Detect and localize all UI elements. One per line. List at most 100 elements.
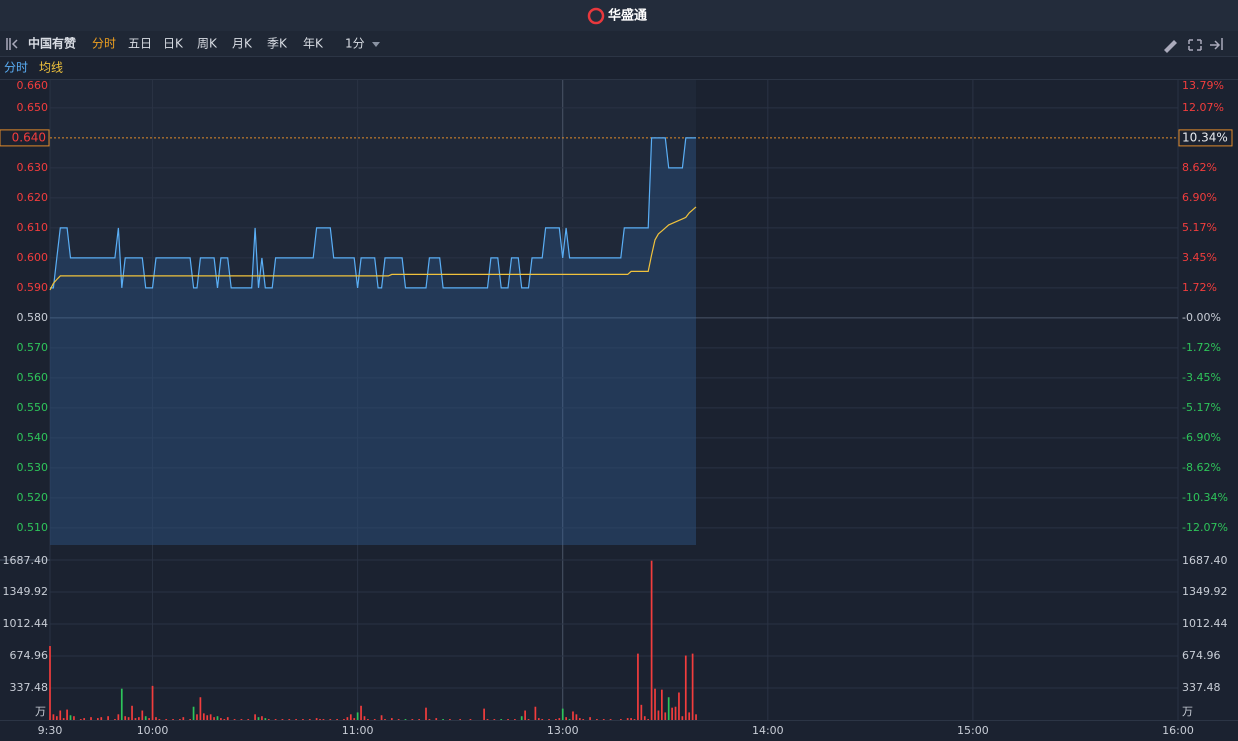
volume-bar xyxy=(637,653,639,720)
y-tick-label: 0.510 xyxy=(17,521,49,534)
volume-bar xyxy=(52,714,55,720)
y2-tick-label: -6.90% xyxy=(1182,431,1221,444)
volume-bar xyxy=(62,718,65,720)
y-tick-label: 0.570 xyxy=(17,341,49,354)
volume-unit: 万 xyxy=(1182,705,1193,718)
volume-bar xyxy=(134,718,137,720)
tab[interactable]: 季K xyxy=(267,37,288,51)
exit-icon[interactable] xyxy=(1210,38,1223,50)
series-line xyxy=(50,137,696,289)
last-change-box xyxy=(1178,129,1233,147)
logo-text: 华盛通 xyxy=(608,8,647,24)
y-tick-label: 337.48 xyxy=(10,681,49,694)
volume-bar xyxy=(148,718,150,720)
x-tick-label: 11:00 xyxy=(342,724,374,737)
volume-bar xyxy=(151,685,154,720)
y2-tick-label: 1012.44 xyxy=(1182,617,1228,630)
volume-bar xyxy=(144,716,147,720)
tab[interactable]: 分时 xyxy=(92,37,116,51)
y-tick-label: 0.630 xyxy=(17,161,49,174)
dropdown-arrow[interactable] xyxy=(372,42,380,47)
volume-bar xyxy=(565,717,567,720)
volume-bar xyxy=(90,717,92,720)
logo: 华盛通 xyxy=(587,7,647,25)
volume-bar xyxy=(254,714,256,720)
volume-bar xyxy=(192,706,195,720)
y-tick-label: 0.520 xyxy=(17,491,49,504)
y2-tick-label: -10.34% xyxy=(1182,491,1228,504)
volume-bar xyxy=(343,719,345,720)
volume-bar xyxy=(220,718,222,720)
y2-tick-label: -5.17% xyxy=(1182,401,1221,414)
volume-bar xyxy=(213,717,215,720)
volume-bar xyxy=(124,716,127,720)
volume-bar xyxy=(49,646,51,720)
volume-bar xyxy=(459,719,462,720)
volume-bar xyxy=(83,718,86,720)
y2-tick-label: -8.62% xyxy=(1182,461,1221,474)
y-tick-label: 0.620 xyxy=(17,191,49,204)
volume-bar xyxy=(295,719,297,720)
collapse-icon[interactable] xyxy=(6,38,18,50)
tab[interactable]: 月K xyxy=(232,37,253,51)
y-tick-label: 0.650 xyxy=(17,101,49,114)
volume-bar xyxy=(336,719,338,720)
tab[interactable]: 五日 xyxy=(128,37,152,51)
volume-bar xyxy=(59,710,62,720)
volume-bar xyxy=(514,719,516,720)
volume-bar xyxy=(688,712,691,720)
y-tick-label: 1687.40 xyxy=(3,554,49,567)
y2-tick-label: 1.72% xyxy=(1182,281,1217,294)
y2-tick-label: 6.90% xyxy=(1182,191,1217,204)
x-tick-label: 10:00 xyxy=(137,724,169,737)
volume-bar xyxy=(418,719,421,720)
volume-bar xyxy=(684,655,687,720)
volume-bar xyxy=(493,719,496,720)
volume-bar xyxy=(537,718,540,720)
volume-bar xyxy=(578,718,581,720)
volume-bar xyxy=(678,692,680,720)
x-tick-label: 14:00 xyxy=(752,724,784,737)
volume-bar xyxy=(534,706,537,720)
volume-bar xyxy=(630,718,632,720)
last-change-label: 10.34% xyxy=(1182,130,1228,144)
volume-bar xyxy=(661,689,663,720)
volume-bar xyxy=(196,714,198,720)
series-line xyxy=(49,206,697,291)
logo-icon xyxy=(587,7,605,25)
y-tick-label: 0.660 xyxy=(17,79,49,92)
volume-bar xyxy=(541,719,544,720)
tab[interactable]: 周K xyxy=(197,37,218,51)
volume-bar xyxy=(264,718,267,720)
volume-bar xyxy=(527,719,530,720)
volume-bar xyxy=(353,718,356,720)
volume-bar xyxy=(141,710,144,720)
volume-bar xyxy=(127,717,130,720)
volume-bar xyxy=(568,719,571,720)
volume-bar xyxy=(319,719,321,720)
volume-bar xyxy=(206,715,209,720)
volume-bar xyxy=(404,719,407,720)
volume-bar xyxy=(360,705,362,720)
volume-bar xyxy=(449,719,451,720)
volume-bar xyxy=(216,716,219,720)
fullscreen-icon[interactable] xyxy=(1188,39,1202,51)
volume-bar xyxy=(322,719,325,720)
volume-bar xyxy=(158,719,161,720)
tab[interactable]: 年K xyxy=(303,37,324,51)
volume-bar xyxy=(367,719,369,720)
toolbar xyxy=(0,31,1238,56)
volume-bar xyxy=(384,719,386,720)
tab[interactable]: 日K xyxy=(163,37,184,51)
y2-tick-label: -1.72% xyxy=(1182,341,1221,354)
volume-bar xyxy=(640,704,643,720)
volume-bar xyxy=(691,653,694,720)
volume-bar xyxy=(425,707,427,720)
volume-bar xyxy=(667,697,670,720)
period-selector[interactable]: 1分 xyxy=(345,37,365,51)
draw-icon[interactable] xyxy=(1164,40,1177,53)
volume-bar xyxy=(138,717,140,720)
volume-bar xyxy=(315,718,318,720)
volume-bar xyxy=(172,719,174,720)
volume-bar xyxy=(100,717,103,720)
